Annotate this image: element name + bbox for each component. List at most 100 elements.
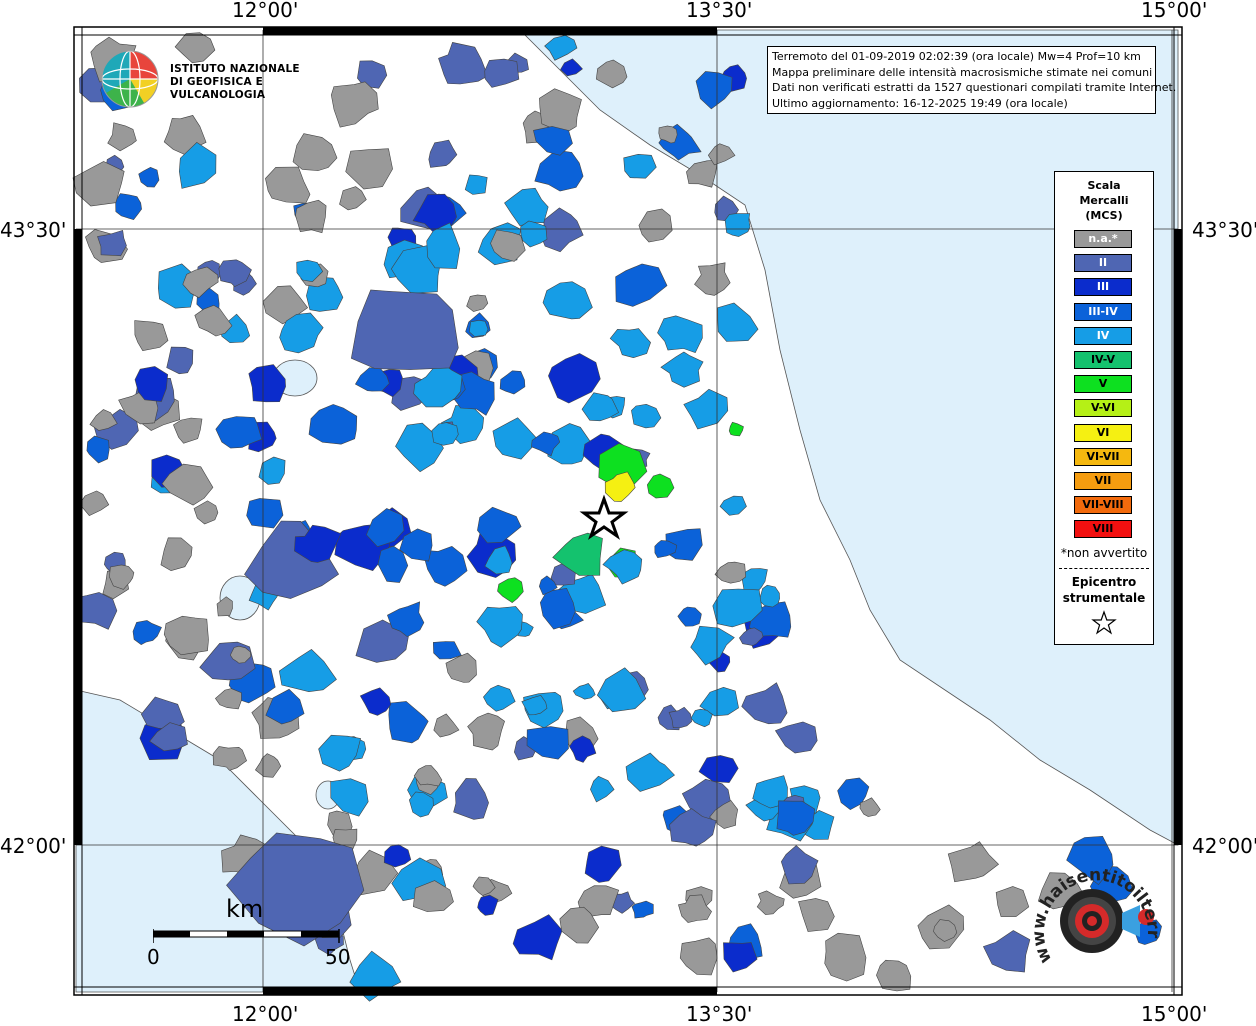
municipality-region — [97, 230, 127, 257]
municipality-region — [534, 149, 584, 192]
municipality-region — [539, 587, 576, 630]
scale-bar-min: 0 — [147, 945, 160, 969]
municipality-region — [776, 800, 816, 836]
event-info-box: Terremoto del 01-09-2019 02:02:39 (ora l… — [767, 46, 1176, 114]
municipality-region — [552, 532, 603, 576]
municipality-region — [712, 588, 763, 628]
municipality-region — [160, 537, 193, 572]
municipality-region — [472, 876, 496, 896]
municipality-region — [258, 456, 286, 485]
legend-title-line3: (MCS) — [1085, 209, 1123, 222]
municipality-region — [531, 431, 561, 457]
municipality-region — [499, 370, 526, 395]
municipality-region — [383, 844, 412, 868]
municipality-region — [646, 473, 675, 499]
municipality-region — [174, 32, 216, 64]
legend-item-iii-iv: III-IV — [1074, 302, 1132, 321]
municipality-region — [254, 753, 282, 778]
municipality-region — [163, 615, 209, 656]
municipality-region — [837, 777, 870, 810]
municipality-region — [216, 596, 233, 617]
municipality-region — [387, 601, 425, 638]
municipality-region — [798, 898, 835, 932]
municipality-region — [138, 166, 160, 188]
municipality-region — [359, 687, 392, 716]
municipality-region — [395, 422, 444, 473]
municipality-region — [388, 701, 429, 744]
ingv-name-line1: ISTITUTO NAZIONALE — [170, 63, 300, 75]
tick-right-4330: 43°30' — [1192, 218, 1256, 242]
municipality-region — [464, 174, 488, 195]
municipality-region — [668, 706, 693, 729]
scale-bar-graphic — [153, 929, 340, 943]
municipality-region — [520, 220, 548, 248]
municipality-region — [466, 294, 489, 312]
municipality-region — [89, 409, 118, 431]
municipality-region — [182, 266, 219, 299]
municipality-region — [678, 894, 712, 923]
municipality-region — [178, 142, 217, 189]
legend-separator — [1059, 568, 1149, 569]
municipality-region — [602, 549, 643, 585]
municipality-region — [584, 845, 622, 883]
legend-item-vi-vii: VI-VII — [1074, 447, 1132, 466]
epicenter-marker — [579, 494, 629, 540]
municipality-region — [533, 126, 573, 156]
municipality-region — [581, 392, 619, 422]
legend-epicenter-label: Epicentro strumentale — [1055, 574, 1153, 606]
tick-bottom-12: 12°00' — [232, 1002, 299, 1026]
municipality-region — [982, 930, 1031, 973]
municipality-region — [756, 890, 785, 915]
municipality-region — [690, 625, 735, 666]
municipality-region — [107, 122, 137, 152]
municipality-region — [540, 207, 584, 253]
municipality-region — [995, 886, 1030, 917]
municipality-region — [623, 153, 657, 179]
municipality-region — [526, 726, 569, 760]
municipality-region — [677, 606, 702, 627]
municipality-region — [559, 906, 600, 944]
event-info-line2: Mappa preliminare delle intensità macros… — [772, 65, 1153, 79]
municipality-region — [717, 302, 759, 342]
ingv-name-line2: DI GEOFISICA E VULCANOLOGIA — [170, 76, 266, 101]
municipality-region — [428, 139, 458, 168]
event-info-line4: Ultimo aggiornamento: 16-12-2025 19:49 (… — [772, 96, 1068, 110]
municipality-region — [445, 652, 477, 683]
municipality-region — [560, 58, 583, 77]
legend-epicenter-line2: strumentale — [1062, 591, 1146, 605]
legend-item-iv-v: IV-V — [1074, 351, 1132, 369]
municipality-region — [412, 880, 454, 912]
municipality-region — [654, 540, 678, 559]
municipality-region — [660, 351, 704, 388]
municipality-region — [294, 524, 342, 563]
municipality-region — [193, 500, 219, 525]
municipality-region — [497, 577, 524, 603]
tick-right-42: 42°00' — [1192, 834, 1256, 858]
municipality-region — [569, 735, 597, 763]
municipality-region — [577, 885, 620, 918]
municipality-region — [318, 734, 361, 772]
municipality-region — [752, 775, 788, 809]
adriatic-sea — [519, 29, 1179, 846]
event-info-line1: Terremoto del 01-09-2019 02:02:39 (ora l… — [772, 50, 1141, 63]
municipality-region — [774, 721, 818, 754]
municipality-region — [278, 649, 337, 693]
municipality-region — [824, 932, 867, 982]
municipality-region — [631, 403, 662, 429]
municipality-region — [542, 281, 593, 320]
municipality-region — [296, 259, 324, 283]
municipality-regions — [72, 32, 1162, 1002]
municipality-region — [215, 688, 242, 710]
municipality-region — [350, 289, 459, 370]
municipality-region — [86, 435, 110, 464]
grid-lines — [76, 30, 1178, 992]
municipality-region — [741, 682, 788, 725]
tick-top-15: 15°00' — [1141, 0, 1208, 22]
municipality-region — [265, 688, 305, 725]
municipality-region — [947, 841, 1000, 883]
municipality-region — [615, 263, 668, 307]
municipality-region — [345, 148, 393, 190]
municipality-region — [631, 900, 654, 919]
tick-left-4330: 43°30' — [0, 218, 67, 242]
municipality-region — [132, 620, 162, 645]
